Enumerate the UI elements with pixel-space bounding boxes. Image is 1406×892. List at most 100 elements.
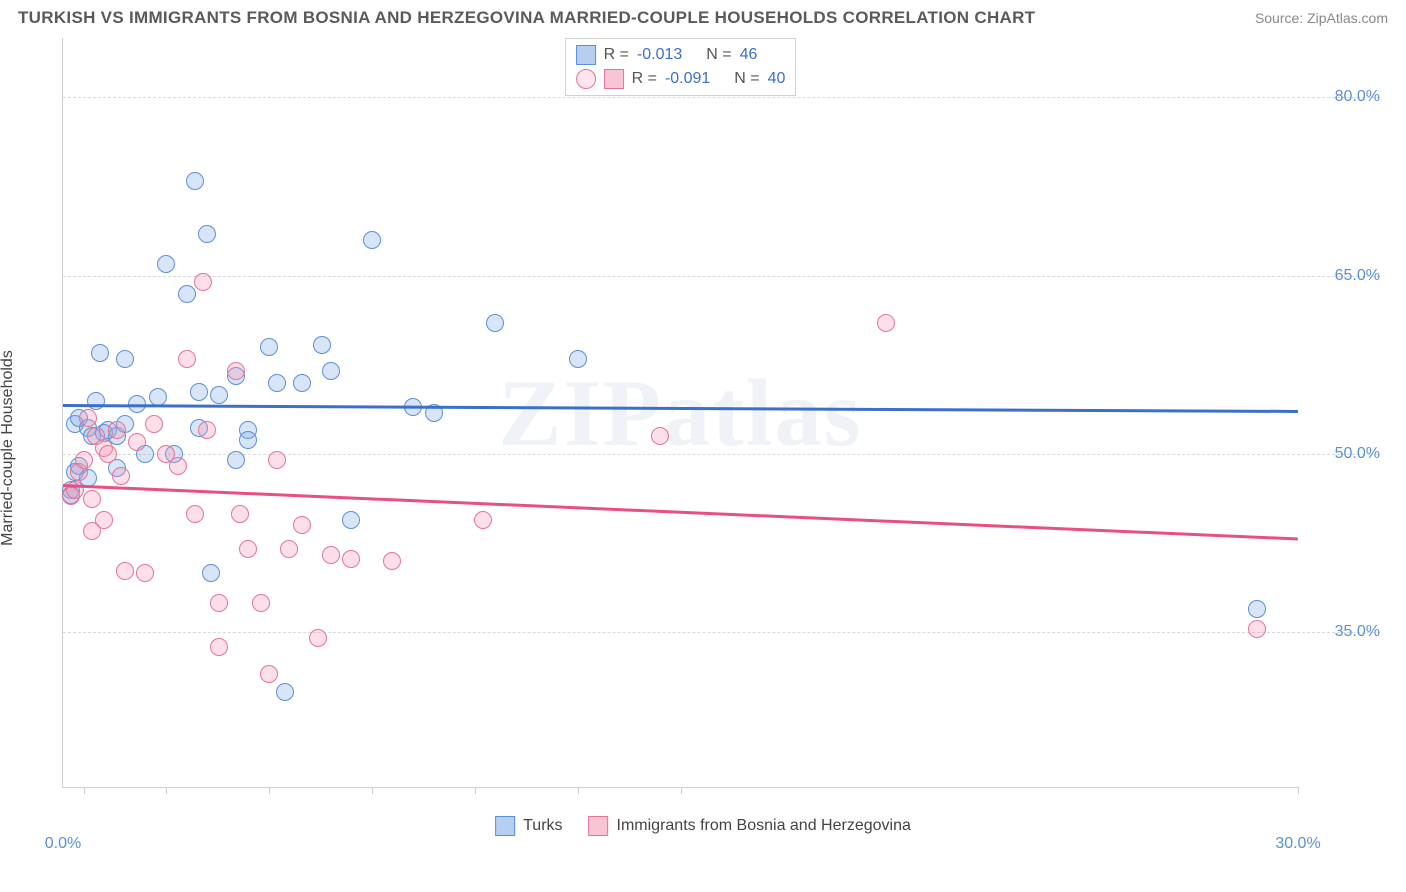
data-point-s2 <box>136 564 154 582</box>
data-point-s1 <box>87 392 105 410</box>
data-point-s2 <box>145 415 163 433</box>
data-point-s1 <box>202 564 220 582</box>
data-point-s2 <box>116 562 134 580</box>
r-label: R = <box>632 67 657 91</box>
data-point-s1 <box>149 388 167 406</box>
legend-label-s2: Immigrants from Bosnia and Herzegovina <box>617 817 911 835</box>
gridline <box>63 454 1380 455</box>
data-point-s2 <box>252 594 270 612</box>
x-tick-label: 0.0% <box>45 835 81 853</box>
r-value-s2: -0.091 <box>665 67 710 91</box>
data-point-s1 <box>239 431 257 449</box>
data-point-s1 <box>227 451 245 469</box>
r-label: R = <box>604 43 629 67</box>
data-point-s2 <box>83 490 101 508</box>
data-point-s2 <box>293 516 311 534</box>
x-tick-label: 30.0% <box>1275 835 1320 853</box>
data-point-s2 <box>231 505 249 523</box>
data-point-s2 <box>227 362 245 380</box>
watermark: ZIPatlas <box>498 358 862 468</box>
r-value-s1: -0.013 <box>637 43 682 67</box>
legend-item-s2: Immigrants from Bosnia and Herzegovina <box>589 816 911 836</box>
data-point-s1 <box>276 683 294 701</box>
gridline <box>63 276 1380 277</box>
data-point-s2 <box>322 546 340 564</box>
legend-swatch-s1-icon <box>495 816 515 836</box>
x-tick-mark <box>269 787 270 794</box>
data-point-s2 <box>239 540 257 558</box>
y-tick-label: 50.0% <box>1306 445 1380 463</box>
data-point-s2 <box>128 433 146 451</box>
data-point-s2 <box>95 511 113 529</box>
data-point-s2 <box>309 629 327 647</box>
gridline <box>63 632 1380 633</box>
data-point-s1 <box>186 172 204 190</box>
chart-wrap: Married-couple Households ZIPatlas R = -… <box>18 38 1388 858</box>
data-point-s1 <box>569 350 587 368</box>
data-point-s2 <box>651 427 669 445</box>
legend-swatch-s2-icon <box>589 816 609 836</box>
scatter-plot-area: ZIPatlas R = -0.013 N = 46 R = -0.091 N … <box>62 38 1298 788</box>
data-point-s1 <box>157 255 175 273</box>
x-tick-mark <box>372 787 373 794</box>
data-point-s1 <box>1248 600 1266 618</box>
data-point-s2 <box>210 638 228 656</box>
data-point-s2 <box>194 273 212 291</box>
n-label: N = <box>706 43 731 67</box>
data-point-s2 <box>210 594 228 612</box>
x-tick-mark <box>84 787 85 794</box>
data-point-s1 <box>91 344 109 362</box>
n-value-s1: 46 <box>740 43 758 67</box>
data-point-s1 <box>178 285 196 303</box>
chart-source: Source: ZipAtlas.com <box>1255 10 1388 26</box>
series-legend: Turks Immigrants from Bosnia and Herzego… <box>495 816 911 836</box>
data-point-s2 <box>178 350 196 368</box>
data-point-s1 <box>268 374 286 392</box>
swatch-s1-icon <box>576 45 596 65</box>
y-tick-label: 80.0% <box>1306 88 1380 106</box>
y-tick-label: 65.0% <box>1306 267 1380 285</box>
data-point-s1 <box>116 350 134 368</box>
correlation-stat-legend: R = -0.013 N = 46 R = -0.091 N = 40 <box>565 38 797 96</box>
trend-line-s1 <box>63 404 1298 413</box>
data-point-s2 <box>260 665 278 683</box>
swatch-s2b-icon <box>604 69 624 89</box>
data-point-s1 <box>293 374 311 392</box>
data-point-s1 <box>198 225 216 243</box>
data-point-s2 <box>198 421 216 439</box>
data-point-s2 <box>79 409 97 427</box>
data-point-s1 <box>322 362 340 380</box>
data-point-s1 <box>342 511 360 529</box>
gridline <box>63 97 1380 98</box>
x-tick-mark <box>166 787 167 794</box>
data-point-s2 <box>877 314 895 332</box>
data-point-s2 <box>108 421 126 439</box>
chart-header: TURKISH VS IMMIGRANTS FROM BOSNIA AND HE… <box>0 0 1406 34</box>
data-point-s2 <box>99 445 117 463</box>
stat-row-s2: R = -0.091 N = 40 <box>576 67 786 91</box>
data-point-s2 <box>169 457 187 475</box>
data-point-s2 <box>383 552 401 570</box>
data-point-s2 <box>280 540 298 558</box>
data-point-s2 <box>186 505 204 523</box>
data-point-s1 <box>486 314 504 332</box>
y-axis-label: Married-couple Households <box>0 350 17 546</box>
x-tick-mark <box>681 787 682 794</box>
legend-label-s1: Turks <box>523 817 562 835</box>
x-tick-mark <box>475 787 476 794</box>
data-point-s1 <box>363 231 381 249</box>
data-point-s2 <box>268 451 286 469</box>
chart-title: TURKISH VS IMMIGRANTS FROM BOSNIA AND HE… <box>18 8 1035 28</box>
y-tick-label: 35.0% <box>1306 623 1380 641</box>
data-point-s2 <box>342 550 360 568</box>
data-point-s1 <box>190 383 208 401</box>
data-point-s2 <box>1248 620 1266 638</box>
n-value-s2: 40 <box>768 67 786 91</box>
legend-item-s1: Turks <box>495 816 562 836</box>
data-point-s2 <box>112 467 130 485</box>
stat-row-s1: R = -0.013 N = 46 <box>576 43 786 67</box>
data-point-s1 <box>260 338 278 356</box>
data-point-s2 <box>75 451 93 469</box>
data-point-s2 <box>474 511 492 529</box>
data-point-s1 <box>210 386 228 404</box>
